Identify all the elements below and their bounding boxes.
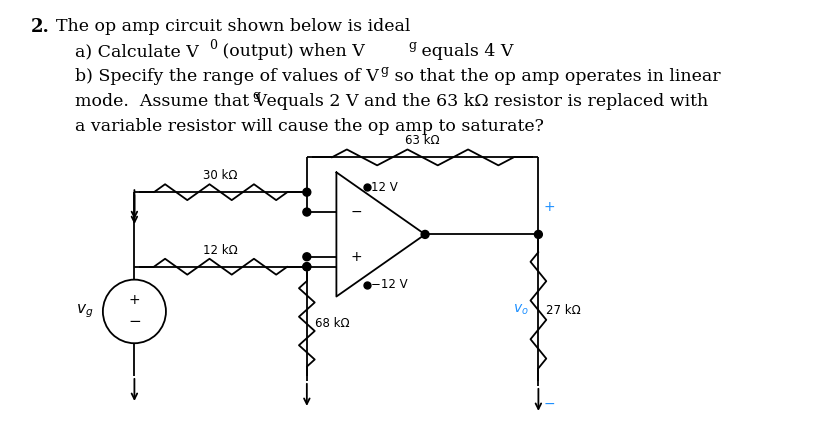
Text: g: g [252,89,261,102]
Text: 63 kΩ: 63 kΩ [404,134,439,148]
Circle shape [533,230,542,238]
Text: +: + [543,200,554,213]
Text: equals 2 V and the 63 kΩ resistor is replaced with: equals 2 V and the 63 kΩ resistor is rep… [261,93,707,110]
Text: −: − [350,205,361,219]
Text: (output) when V: (output) when V [217,43,365,60]
Text: b) Specify the range of values of V: b) Specify the range of values of V [75,68,379,85]
Text: −12 V: −12 V [371,278,408,291]
Text: $v_o$: $v_o$ [512,303,528,317]
Text: so that the op amp operates in linear: so that the op amp operates in linear [388,68,719,85]
Text: a) Calculate V: a) Calculate V [75,43,198,60]
Text: $v_g$: $v_g$ [75,303,93,320]
Circle shape [303,208,310,216]
Text: −: − [543,397,554,411]
Text: g: g [408,39,416,52]
Text: a variable resistor will cause the op amp to saturate?: a variable resistor will cause the op am… [75,118,543,135]
Text: 68 kΩ: 68 kΩ [314,317,349,330]
Circle shape [303,253,310,261]
Circle shape [303,188,310,196]
Text: g: g [380,64,389,77]
Text: 27 kΩ: 27 kΩ [546,304,581,316]
Text: +: + [128,293,140,306]
Circle shape [303,263,310,271]
Text: 30 kΩ: 30 kΩ [203,169,237,182]
Text: 12 V: 12 V [371,181,398,194]
Text: 12 kΩ: 12 kΩ [203,244,237,257]
Text: −: − [128,314,141,329]
Text: 0: 0 [209,39,217,52]
Text: 2.: 2. [31,18,50,36]
Circle shape [303,263,310,271]
Text: mode.  Assume that V: mode. Assume that V [75,93,267,110]
Text: equals 4 V: equals 4 V [416,43,513,60]
Text: +: + [350,250,361,264]
Circle shape [421,230,428,238]
Text: The op amp circuit shown below is ideal: The op amp circuit shown below is ideal [55,18,409,35]
